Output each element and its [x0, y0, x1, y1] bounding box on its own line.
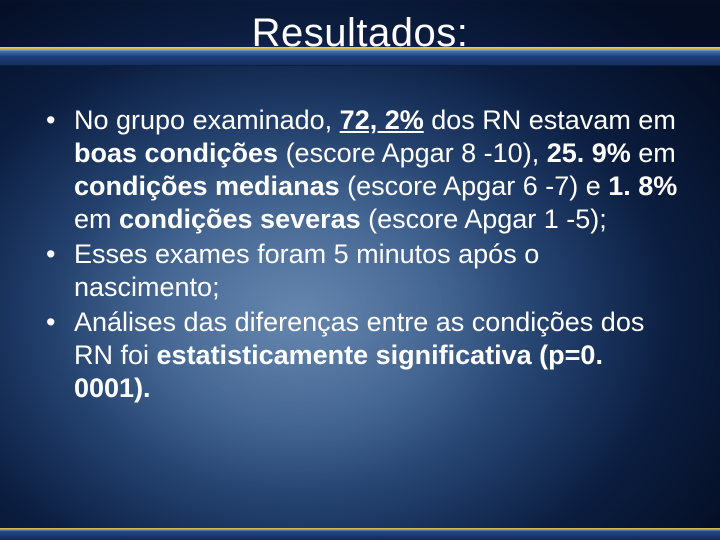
- text-run: No grupo examinado,: [74, 105, 340, 135]
- body-zone: No grupo examinado, 72, 2% dos RN estava…: [44, 104, 682, 516]
- text-run: (escore Apgar 8 -10),: [278, 138, 547, 168]
- text-run: 1. 8%: [608, 171, 677, 201]
- text-run: em: [74, 204, 119, 234]
- slide-title: Resultados:: [252, 11, 469, 56]
- text-run: (escore Apgar 1 -5);: [361, 204, 607, 234]
- text-run: (escore Apgar 6 -7) e: [340, 171, 609, 201]
- bullet-list: No grupo examinado, 72, 2% dos RN estava…: [44, 104, 682, 404]
- text-run: condições severas: [119, 204, 361, 234]
- title-zone: Resultados:: [0, 0, 720, 66]
- bullet-item: No grupo examinado, 72, 2% dos RN estava…: [44, 104, 682, 236]
- text-run: 25. 9%: [547, 138, 631, 168]
- footer-bar: [0, 530, 720, 540]
- text-run: dos RN estavam em: [424, 105, 676, 135]
- slide: Resultados: No grupo examinado, 72, 2% d…: [0, 0, 720, 540]
- text-run: em: [631, 138, 676, 168]
- text-run: condições medianas: [74, 171, 340, 201]
- bullet-item: Análises das diferenças entre as condiçõ…: [44, 306, 682, 405]
- text-run: 72, 2%: [340, 105, 424, 135]
- text-run: Esses exames foram 5 minutos após o nasc…: [74, 239, 539, 302]
- text-run: boas condições: [74, 138, 278, 168]
- bullet-item: Esses exames foram 5 minutos após o nasc…: [44, 238, 682, 304]
